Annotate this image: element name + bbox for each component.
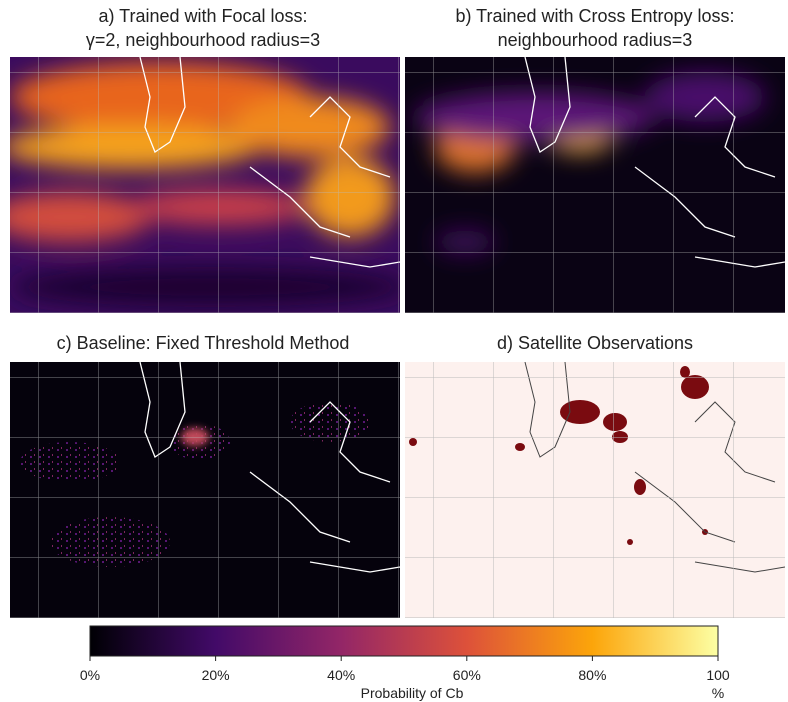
tick-label: 40% xyxy=(327,667,355,683)
title-line: neighbourhood radius=3 xyxy=(400,28,788,52)
tick-label: 0% xyxy=(80,667,100,683)
map xyxy=(405,362,785,618)
tick-label: 60% xyxy=(453,667,481,683)
colorbar: 0% 20% 40% 60% 80% 100% Probability of Cb xyxy=(0,622,788,702)
map xyxy=(10,362,400,618)
map xyxy=(405,57,785,313)
title-line: c) Baseline: Fixed Threshold Method xyxy=(8,331,398,355)
unit-label: % xyxy=(712,685,724,701)
map-panel xyxy=(10,57,400,313)
map-panel xyxy=(405,362,788,618)
tick-label: 20% xyxy=(202,667,230,683)
title-line: d) Satellite Observations xyxy=(400,331,788,355)
title-line: b) Trained with Cross Entropy loss: xyxy=(400,4,788,28)
panel-title: c) Baseline: Fixed Threshold Method xyxy=(8,331,398,355)
title-line: a) Trained with Focal loss: xyxy=(8,4,398,28)
tick-label: 80% xyxy=(578,667,606,683)
panel-title: d) Satellite Observations xyxy=(400,331,788,355)
figure: a) Trained with Focal loss: γ=2, neighbo… xyxy=(0,0,788,702)
title-line: γ=2, neighbourhood radius=3 xyxy=(8,28,398,52)
colorbar-gradient xyxy=(90,626,718,656)
map xyxy=(10,57,400,313)
map-panel xyxy=(10,362,400,618)
map-panel xyxy=(405,57,788,313)
colorbar-label: Probability of Cb xyxy=(361,685,464,701)
panel-title: a) Trained with Focal loss: γ=2, neighbo… xyxy=(8,4,398,52)
tick-label: 100 xyxy=(706,667,730,683)
panel-title: b) Trained with Cross Entropy loss: neig… xyxy=(400,4,788,52)
